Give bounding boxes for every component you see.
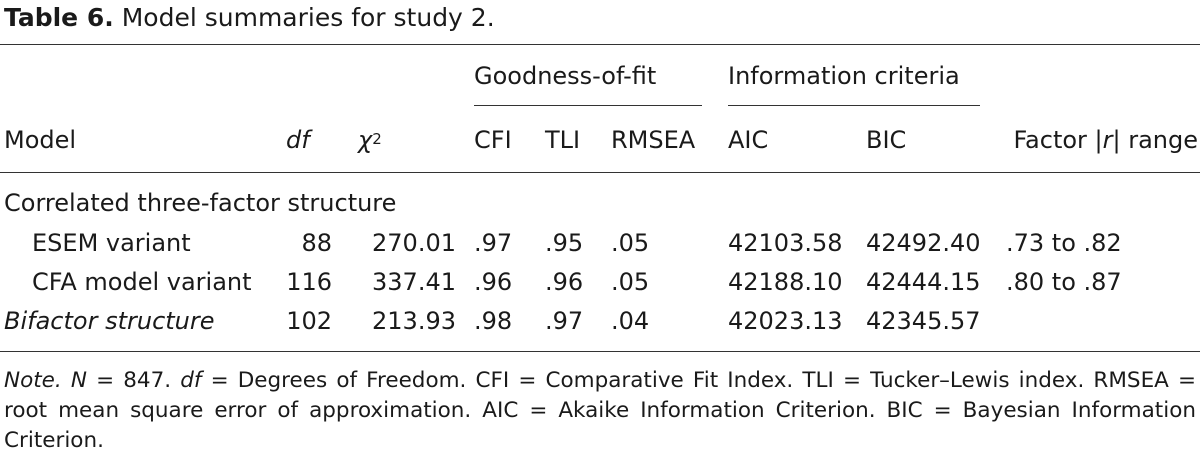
table-row-cfi: .96 <box>474 268 513 296</box>
table-caption-text: Model summaries for study 2. <box>121 3 495 32</box>
table-row-bic: 42492.40 <box>866 229 981 257</box>
table-row-tli: .96 <box>545 268 584 296</box>
table-row-model: Bifactor structure <box>4 307 215 335</box>
table-row-cfi: .97 <box>474 229 513 257</box>
table-row-range: .73 to .82 <box>1006 229 1122 257</box>
section-label: Correlated three-factor structure <box>4 189 397 217</box>
range-header-suffix: | range <box>1112 126 1199 154</box>
column-header-model: Model <box>4 126 77 154</box>
range-header-r: r <box>1102 126 1113 154</box>
bottom-rule <box>0 351 1200 352</box>
column-header-df: df <box>286 126 310 154</box>
table-row-model: ESEM variant <box>32 229 191 257</box>
note-n-symbol: N <box>70 368 87 393</box>
chi-exponent: 2 <box>372 130 382 148</box>
chi-symbol: χ <box>358 126 373 154</box>
table-row-df: 88 <box>301 229 332 257</box>
table-row-bic: 42345.57 <box>866 307 981 335</box>
table-note: Note. N = 847. df = Degrees of Freedom. … <box>4 366 1196 456</box>
information-criteria-underline <box>728 105 980 106</box>
table-row-df: 116 <box>286 268 332 296</box>
header-rule <box>0 172 1200 173</box>
table-row-chi2: 270.01 <box>372 229 456 257</box>
column-header-bic: BIC <box>866 126 907 154</box>
table-row-range: .80 to .87 <box>1006 268 1122 296</box>
column-header-chi-square: χ2 <box>358 125 382 158</box>
table-row-aic: 42023.13 <box>728 307 843 335</box>
column-header-cfi: CFI <box>474 126 512 154</box>
goodness-of-fit-underline <box>474 105 702 106</box>
table-row-rmsea: .05 <box>611 229 650 257</box>
table-row-rmsea: .04 <box>611 307 650 335</box>
column-header-rmsea: RMSEA <box>611 126 696 154</box>
table-row-model: CFA model variant <box>32 268 252 296</box>
range-header-prefix: Factor | <box>1013 126 1103 154</box>
column-header-factor-r-range: Factor |r| range <box>1013 125 1198 155</box>
table-row-rmsea: .05 <box>611 268 650 296</box>
top-rule <box>0 44 1200 45</box>
note-text: = Degrees of Freedom. CFI = Comparative … <box>4 368 1197 453</box>
column-header-aic: AIC <box>728 126 769 154</box>
table-row-bic: 42444.15 <box>866 268 981 296</box>
table-row-chi2: 213.93 <box>372 307 456 335</box>
table-caption: Table 6. Model summaries for study 2. <box>4 2 495 34</box>
table-row-chi2: 337.41 <box>372 268 456 296</box>
column-header-tli: TLI <box>545 126 581 154</box>
table-row-aic: 42103.58 <box>728 229 843 257</box>
table-row-aic: 42188.10 <box>728 268 843 296</box>
table-row-tli: .95 <box>545 229 584 257</box>
note-df-symbol: df <box>180 368 202 393</box>
table-row-cfi: .98 <box>474 307 513 335</box>
note-label: Note. <box>4 368 62 393</box>
table-caption-label: Table 6. <box>4 3 114 32</box>
table-row-tli: .97 <box>545 307 584 335</box>
header-goodness-of-fit: Goodness-of-fit <box>474 62 657 90</box>
header-information-criteria: Information criteria <box>728 62 960 90</box>
note-n-value: = 847. <box>86 368 181 393</box>
table-row-df: 102 <box>286 307 332 335</box>
